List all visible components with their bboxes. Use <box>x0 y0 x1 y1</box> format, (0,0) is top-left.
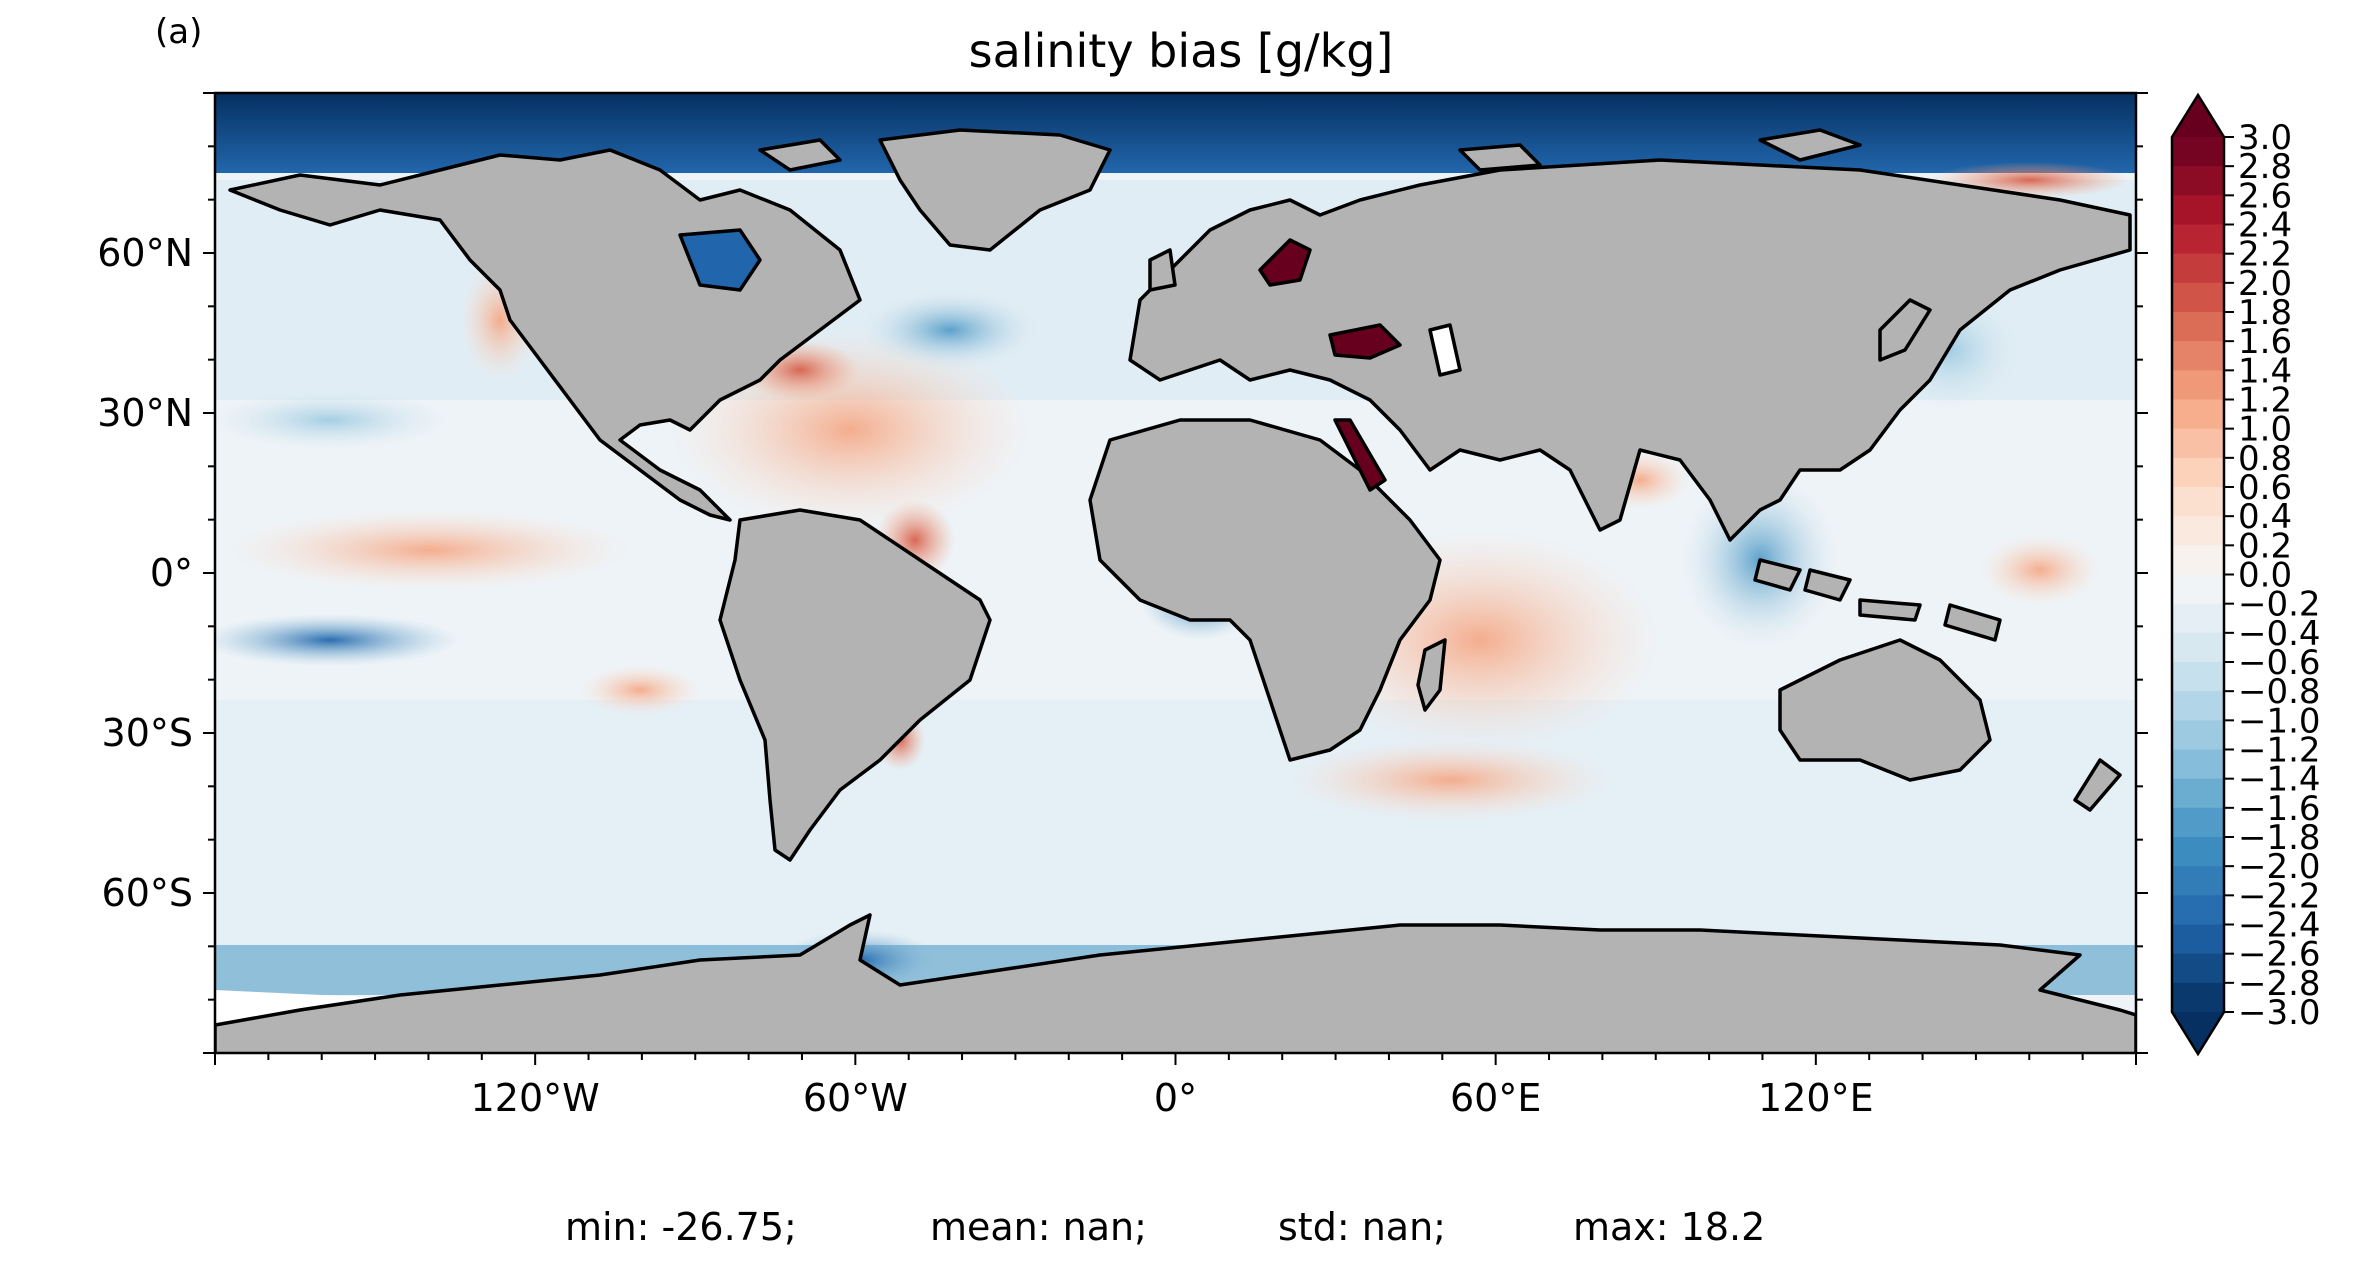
colorbar-label: −0.6 <box>2238 643 2321 683</box>
colorbar-segment <box>2172 778 2224 809</box>
colorbar-segment <box>2172 545 2224 576</box>
y-tick-label: 30°N <box>97 391 193 435</box>
y-tick-label: 0° <box>150 551 193 595</box>
colorbar-label: 2.2 <box>2238 235 2292 275</box>
y-axis: 60°N 30°N 0° 30°S 60°S <box>97 92 2148 1054</box>
colorbar-segment <box>2172 982 2224 1013</box>
x-axis: 120°W 60°W 0° 60°E 120°E <box>214 1053 2137 1120</box>
colorbar-label: 0.4 <box>2238 497 2292 537</box>
colorbar-label: 3.0 <box>2238 118 2292 158</box>
colorbar-segment <box>2172 866 2224 896</box>
colorbar-label: 2.6 <box>2238 176 2292 216</box>
colorbar-segment <box>2172 953 2224 984</box>
salinity-field <box>215 93 2136 1053</box>
colorbar-label: −2.0 <box>2238 847 2321 887</box>
stat-max: max: 18.2 <box>1573 1205 1766 1249</box>
colorbar-segment <box>2172 195 2224 226</box>
stat-mean: mean: nan; <box>930 1205 1147 1249</box>
y-tick-label: 30°S <box>102 711 193 755</box>
colorbar-label: 1.2 <box>2238 381 2292 421</box>
colorbar-segment <box>2172 312 2224 342</box>
colorbar-extend-min <box>2172 1012 2224 1054</box>
colorbar-segment <box>2172 457 2224 488</box>
colorbar-label: 1.4 <box>2238 351 2292 391</box>
x-tick-label: 60°E <box>1450 1076 1541 1120</box>
colorbar: 3.02.82.62.42.22.01.81.61.41.21.00.80.60… <box>2170 92 2321 1057</box>
colorbar-label: 0.0 <box>2238 556 2292 596</box>
colorbar-segment <box>2172 399 2224 430</box>
y-tick-label: 60°N <box>97 231 193 275</box>
colorbar-label: −3.0 <box>2238 993 2321 1033</box>
colorbar-extend-max <box>2172 95 2224 137</box>
colorbar-segment <box>2172 516 2224 546</box>
colorbar-label: −0.4 <box>2238 614 2321 654</box>
x-tick-label: 60°W <box>803 1076 908 1120</box>
colorbar-label: −1.2 <box>2238 731 2321 771</box>
colorbar-segment <box>2172 253 2224 284</box>
land-masses <box>215 128 2136 1053</box>
colorbar-segment <box>2172 428 2224 459</box>
colorbar-segment <box>2172 137 2224 167</box>
y-tick-label: 60°S <box>102 871 193 915</box>
colorbar-label: −0.8 <box>2238 672 2321 712</box>
colorbar-label: 1.8 <box>2238 293 2292 333</box>
colorbar-segment <box>2172 691 2224 721</box>
colorbar-label: −2.6 <box>2238 935 2321 975</box>
colorbar-label: 0.6 <box>2238 468 2292 508</box>
colorbar-segment <box>2172 370 2224 401</box>
colorbar-label: 2.0 <box>2238 264 2292 304</box>
x-tick-label: 120°W <box>471 1076 600 1120</box>
colorbar-segment <box>2172 574 2224 605</box>
colorbar-segment <box>2172 341 2224 371</box>
colorbar-label: −1.4 <box>2238 760 2321 800</box>
stat-min: min: -26.75; <box>565 1205 797 1249</box>
colorbar-segment <box>2172 224 2224 255</box>
colorbar-segment <box>2172 662 2224 692</box>
colorbar-segment <box>2172 632 2224 663</box>
colorbar-segment <box>2172 282 2224 313</box>
colorbar-label: −1.6 <box>2238 789 2321 829</box>
colorbar-segment <box>2172 807 2224 838</box>
colorbar-label: 1.6 <box>2238 322 2292 362</box>
colorbar-segment <box>2172 487 2224 517</box>
colorbar-label: −2.8 <box>2238 964 2321 1004</box>
stat-std: std: nan; <box>1278 1205 1446 1249</box>
colorbar-segment <box>2172 749 2224 780</box>
colorbar-label: 2.4 <box>2238 206 2292 246</box>
colorbar-label: 0.2 <box>2238 526 2292 566</box>
colorbar-label: 0.8 <box>2238 439 2292 479</box>
colorbar-label: −1.0 <box>2238 701 2321 741</box>
x-tick-label: 0° <box>1154 1076 1197 1120</box>
colorbar-label: 1.0 <box>2238 410 2292 450</box>
colorbar-label: −2.4 <box>2238 906 2321 946</box>
colorbar-label: −0.2 <box>2238 585 2321 625</box>
colorbar-segment <box>2172 720 2224 751</box>
colorbar-segment <box>2172 895 2224 926</box>
colorbar-segment <box>2172 166 2224 196</box>
colorbar-segment <box>2172 603 2224 634</box>
colorbar-label: −1.8 <box>2238 818 2321 858</box>
map-title: salinity bias [g/kg] <box>968 24 1394 78</box>
colorbar-label: 2.8 <box>2238 147 2292 187</box>
x-tick-label: 120°E <box>1758 1076 1874 1120</box>
colorbar-segment <box>2172 924 2224 955</box>
panel-label: (a) <box>155 12 203 52</box>
colorbar-label: −2.2 <box>2238 876 2321 916</box>
colorbar-segment <box>2172 837 2224 867</box>
